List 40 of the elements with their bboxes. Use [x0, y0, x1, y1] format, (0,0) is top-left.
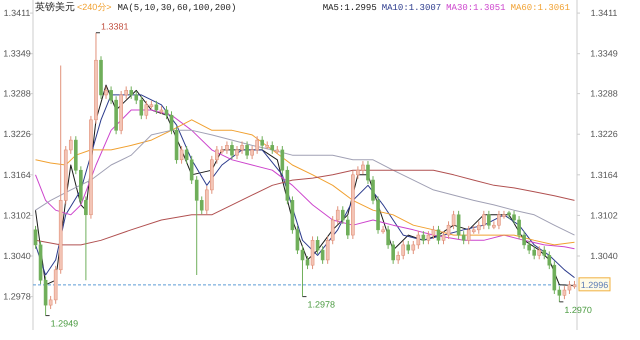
line-series	[35, 170, 575, 246]
annotation: 1.2970	[564, 304, 592, 315]
y-tick-label: 1.3411	[4, 8, 30, 18]
chart-title: 英镑美元	[35, 1, 75, 13]
candlestick	[537, 246, 542, 260]
y-tick-label: 1.3040	[3, 251, 31, 262]
candlestick	[104, 86, 108, 100]
text: MA5:1.2995	[322, 3, 377, 13]
candlestick	[422, 230, 426, 245]
annotation: 1.3381	[100, 22, 128, 32]
y2-tick-label: 1.3040	[590, 251, 618, 262]
candlestick	[406, 240, 410, 255]
y2-tick-label: 1.3411	[590, 8, 618, 18]
y2-tick-label: 1.3349	[590, 48, 618, 59]
candlestick	[245, 140, 249, 160]
y2-tick-label: 1.3164	[590, 170, 618, 180]
y-tick-label: 1.3164	[3, 170, 31, 180]
annotation: 1.2978	[307, 300, 336, 310]
candlestick	[270, 140, 274, 154]
text: MA10:1.3007	[382, 3, 442, 13]
y-tick-label: 1.2978	[3, 292, 31, 302]
candlestick	[154, 100, 158, 114]
legend-title: MA(5,10,30,60,100,200)	[118, 3, 236, 13]
y2-tick-label: 1.3226	[590, 129, 618, 140]
y-tick-label: 1.3349	[3, 48, 31, 59]
candlestick	[260, 136, 264, 150]
chart-subtitle: <240分>	[77, 2, 112, 12]
annotation: 1.2949	[50, 318, 78, 329]
y2-tick-label: 1.3102	[590, 210, 618, 220]
y-tick-label: 1.3102	[3, 210, 31, 220]
candlestick	[230, 140, 234, 160]
ref-line-label: 1.2996	[580, 280, 608, 290]
candlestick	[436, 225, 440, 245]
candlestick	[487, 210, 491, 230]
y-tick-label: 1.3226	[3, 129, 31, 140]
text: MA30:1.3051	[446, 3, 506, 13]
y2-tick-label: 1.3288	[590, 88, 618, 99]
y-tick-label: 1.3288	[3, 88, 31, 99]
candlestick	[180, 146, 184, 164]
text: MA60:1.3061	[510, 3, 570, 13]
